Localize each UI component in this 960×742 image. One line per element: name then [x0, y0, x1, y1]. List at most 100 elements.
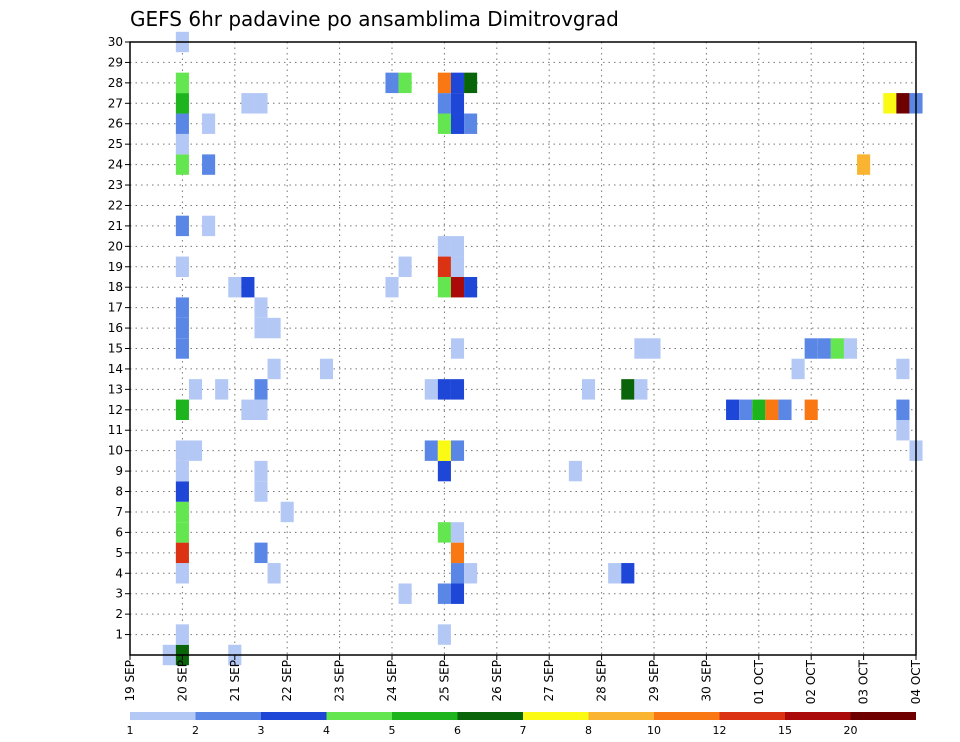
legend-label: 5 — [389, 724, 396, 737]
data-cell — [254, 542, 268, 564]
x-tick-label: 04 OCT — [909, 659, 923, 704]
data-cell — [450, 113, 465, 134]
x-tick-label: 03 OCT — [857, 659, 871, 704]
data-cell — [267, 317, 281, 339]
data-cell — [437, 583, 451, 604]
data-cell — [175, 522, 189, 543]
x-tick-label: 24 SEP — [385, 660, 399, 702]
data-cell — [450, 256, 465, 277]
y-tick-label: 19 — [108, 260, 123, 274]
y-tick-label: 17 — [108, 301, 123, 315]
x-tick-label: 25 SEP — [437, 660, 451, 702]
data-cell — [254, 297, 268, 318]
data-cell — [581, 379, 596, 400]
y-axis: 1234567891011121314151617181920212223242… — [108, 35, 130, 642]
data-cell — [437, 624, 451, 645]
data-cell — [175, 624, 189, 645]
data-cell — [450, 338, 465, 359]
y-tick-label: 8 — [115, 485, 123, 499]
legend-swatch — [130, 712, 196, 720]
data-cell — [398, 72, 412, 94]
data-cell — [450, 583, 465, 604]
data-cell — [437, 276, 451, 298]
data-cell — [896, 358, 910, 380]
x-tick-label: 30 SEP — [699, 660, 713, 702]
legend-swatch — [457, 712, 523, 720]
y-tick-label: 16 — [108, 321, 123, 335]
data-cell — [398, 256, 412, 277]
legend-label: 15 — [778, 724, 792, 737]
data-cell — [896, 93, 910, 114]
legend-label: 8 — [585, 724, 592, 737]
data-cell — [241, 399, 255, 421]
data-cell — [175, 297, 189, 318]
data-cell — [202, 113, 216, 134]
legend-swatch — [785, 712, 851, 720]
legend-label: 20 — [844, 724, 858, 737]
data-cell — [175, 501, 189, 523]
y-tick-label: 6 — [115, 525, 123, 539]
data-cell — [739, 399, 753, 421]
y-tick-label: 1 — [115, 628, 123, 642]
data-cell — [215, 379, 229, 400]
data-cell — [175, 399, 189, 421]
data-cell — [175, 113, 189, 134]
y-tick-label: 11 — [108, 423, 123, 437]
data-cell — [254, 379, 268, 400]
x-tick-label: 29 SEP — [647, 660, 661, 702]
grid — [129, 41, 917, 655]
y-tick-label: 25 — [108, 137, 123, 151]
data-cell — [450, 236, 465, 257]
y-tick-label: 18 — [108, 280, 123, 294]
data-cell — [424, 440, 438, 461]
legend-swatch — [392, 712, 458, 720]
legend-label: 1 — [127, 724, 134, 737]
data-cell — [241, 276, 255, 298]
data-cell — [267, 563, 281, 584]
legend-label: 4 — [323, 724, 330, 737]
legend-swatch — [523, 712, 589, 720]
data-cell — [791, 358, 805, 380]
data-cell — [175, 154, 189, 175]
y-tick-label: 3 — [115, 587, 123, 601]
legend-swatch — [326, 712, 392, 720]
y-tick-label: 26 — [108, 117, 123, 131]
x-tick-label: 22 SEP — [280, 660, 294, 702]
data-cell — [437, 113, 451, 134]
legend-label: 7 — [520, 724, 527, 737]
data-cell — [450, 542, 465, 564]
data-cell — [385, 276, 399, 298]
legend-swatch — [654, 712, 720, 720]
data-cell — [319, 358, 334, 380]
x-tick-label: 28 SEP — [595, 660, 609, 702]
data-cell — [778, 399, 792, 421]
data-cell — [437, 522, 451, 543]
data-cell — [175, 481, 189, 502]
data-cell — [175, 542, 189, 564]
y-tick-label: 7 — [115, 505, 123, 519]
y-tick-label: 14 — [108, 362, 123, 376]
legend-swatch — [588, 712, 654, 720]
y-tick-label: 9 — [115, 464, 123, 478]
chart-title: GEFS 6hr padavine po ansamblima Dimitrov… — [130, 7, 619, 31]
data-cell — [437, 236, 451, 257]
data-cell — [437, 256, 451, 277]
data-cell — [883, 93, 897, 114]
data-cell — [608, 563, 622, 584]
data-cell — [267, 358, 281, 380]
data-cell — [464, 276, 478, 298]
y-tick-label: 10 — [108, 444, 123, 458]
data-cell — [450, 440, 465, 461]
data-cell — [385, 72, 399, 94]
data-cell — [450, 93, 465, 114]
data-cell — [896, 399, 910, 421]
legend-swatch — [261, 712, 327, 720]
data-cell — [175, 133, 189, 155]
x-tick-label: 02 OCT — [804, 659, 818, 704]
data-cell — [437, 72, 451, 94]
data-cell — [726, 399, 740, 421]
data-cell — [175, 440, 189, 461]
data-cell — [175, 72, 189, 94]
legend-label: 6 — [454, 724, 461, 737]
